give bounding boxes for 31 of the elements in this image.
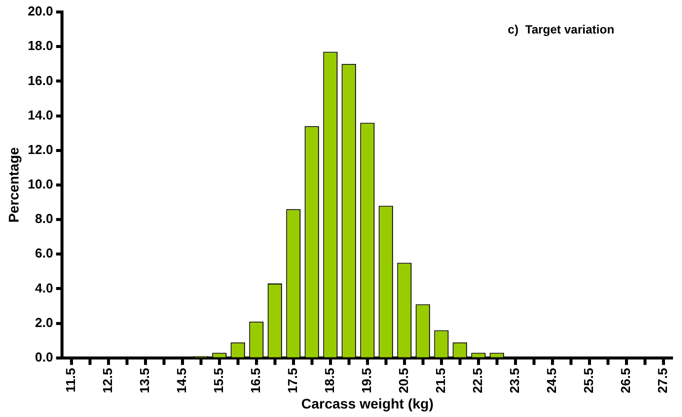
x-tick-label: 11.5 [62, 368, 78, 392]
x-tick-label: 24.5 [544, 368, 559, 394]
x-tick-label: 14.5 [174, 368, 189, 394]
y-tick-label: 20.0 [28, 4, 54, 19]
y-tick-label: 8.0 [35, 211, 54, 226]
x-tick-label: 13.5 [136, 368, 152, 394]
x-tick-label: 27.5 [654, 368, 670, 394]
y-tick-label: 4.0 [35, 280, 54, 296]
x-tick-label: 15.5 [210, 368, 226, 394]
x-tick-label: 17.5 [284, 368, 300, 394]
y-tick-label: 14.0 [28, 107, 54, 122]
x-tick-label: 16.5 [248, 368, 263, 394]
x-tick-label: 18.5 [322, 368, 337, 394]
y-tick-label: 10.0 [28, 176, 54, 192]
y-axis-title: Percentage [5, 146, 22, 223]
x-tick-label: 20.5 [396, 368, 411, 394]
y-tick-label: 2.0 [35, 314, 54, 330]
x-tick-label: 21.5 [432, 368, 448, 394]
x-tick-label: 22.5 [470, 368, 485, 394]
y-tick-label: 12.0 [28, 142, 54, 157]
annotation: c) Target variation [508, 22, 614, 36]
y-tick-label: 16.0 [28, 72, 54, 88]
x-tick-label: 25.5 [580, 368, 596, 394]
y-tick-label: 0.0 [35, 349, 54, 364]
x-tick-label: 19.5 [358, 368, 374, 394]
x-tick-label: 26.5 [618, 368, 633, 394]
x-axis-title: Carcass weight (kg) [301, 395, 434, 412]
y-tick-label: 6.0 [35, 246, 54, 261]
x-tick-label: 23.5 [506, 368, 522, 394]
y-tick-label: 18.0 [28, 38, 54, 54]
x-tick-label: 12.5 [100, 368, 115, 394]
